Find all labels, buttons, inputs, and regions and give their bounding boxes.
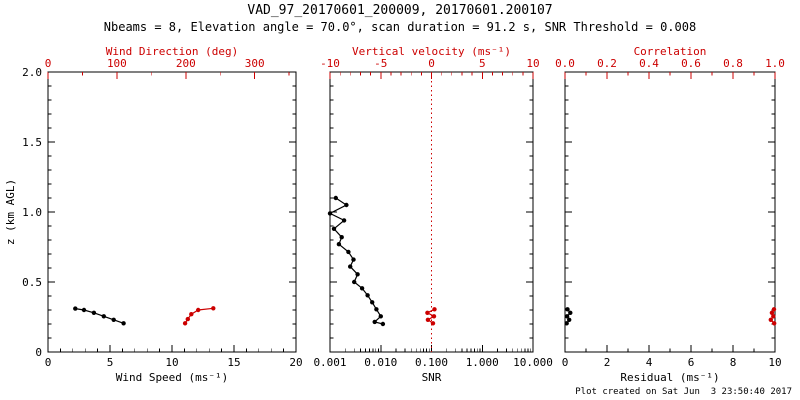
residual-top-axis-title: Correlation xyxy=(634,45,707,58)
correlation-point xyxy=(769,310,775,315)
wind-speed-point xyxy=(81,307,87,313)
snr-profile-point xyxy=(359,286,365,291)
vertical-velocity-point xyxy=(432,307,437,312)
tick-label: 15 xyxy=(227,356,240,369)
tick-label: 2 xyxy=(604,356,611,369)
residual-profile-point xyxy=(568,310,573,315)
tick-label: 0.0 xyxy=(555,57,575,70)
tick-label: 8 xyxy=(730,356,737,369)
tick-label: 0.010 xyxy=(364,356,397,369)
tick-label: 0.6 xyxy=(681,57,701,70)
wind-speed-point xyxy=(101,314,107,319)
residual-profile-point xyxy=(565,307,570,312)
tick-label: 0 xyxy=(45,356,52,369)
wind-top-axis-title: Wind Direction (deg) xyxy=(106,45,238,58)
plot-subtitle: Nbeams = 8, Elevation angle = 70.0°, sca… xyxy=(103,20,697,34)
correlation-point xyxy=(772,321,777,326)
tick-label: -10 xyxy=(320,57,340,70)
tick-label: 20 xyxy=(289,356,302,369)
wind-bottom-axis-title: Wind Speed (ms⁻¹) xyxy=(116,371,229,384)
tick-label: 0 xyxy=(428,57,435,70)
snr-profile-point xyxy=(355,272,360,277)
tick-label: 0 xyxy=(562,356,569,369)
snr-profile-point xyxy=(365,293,370,298)
tick-label: 0.8 xyxy=(723,57,743,70)
snr-profile-point xyxy=(348,264,353,269)
wind-direction-point xyxy=(189,312,194,317)
tick-label: 0.2 xyxy=(597,57,617,70)
correlation-point xyxy=(771,307,777,312)
snr-profile-point xyxy=(331,226,337,231)
residual-panel-frame xyxy=(564,71,776,353)
snr-profile-point xyxy=(378,314,383,319)
snr-profile-point xyxy=(370,300,375,305)
snr-profile-point xyxy=(344,202,349,208)
vertical-velocity-point xyxy=(431,314,437,319)
y-axis-title: z (km AGL) xyxy=(4,179,17,245)
correlation-point xyxy=(771,314,776,319)
tick-label: 100 xyxy=(107,57,127,70)
snr-profile-point xyxy=(327,211,333,216)
tick-label: 1.5 xyxy=(22,136,42,149)
snr-profile-point xyxy=(341,218,347,223)
tick-label: 6 xyxy=(688,356,695,369)
tick-label: 10 xyxy=(165,356,178,369)
snr-profile-point xyxy=(352,279,357,285)
tick-label: 0 xyxy=(45,57,52,70)
tick-label: 10.000 xyxy=(513,356,553,369)
residual-profile-point xyxy=(564,321,569,326)
vertical-velocity-point xyxy=(430,321,436,326)
wind-direction-point xyxy=(196,307,201,313)
vertical-velocity-point xyxy=(425,310,430,315)
residual-profile-point xyxy=(564,314,570,319)
tick-label: 1.000 xyxy=(466,356,499,369)
snr-profile-point xyxy=(333,195,338,201)
snr-profile-point xyxy=(336,242,342,247)
wind-speed-point xyxy=(111,317,116,322)
tick-label: 4 xyxy=(646,356,653,369)
tick-label: 5 xyxy=(107,356,114,369)
wind-speed-point xyxy=(121,321,126,326)
residual-bottom-axis-title: Residual (ms⁻¹) xyxy=(620,371,719,384)
tick-label: 200 xyxy=(176,57,196,70)
residual-profile-point xyxy=(567,317,572,322)
wind-direction-point xyxy=(182,321,188,326)
snr-profile-point xyxy=(346,249,351,255)
tick-label: 5 xyxy=(479,57,486,70)
correlation-point xyxy=(768,317,773,322)
snr-profile-point xyxy=(374,307,379,312)
tick-label: 0.4 xyxy=(639,57,659,70)
snr-profile-point xyxy=(339,235,344,240)
tick-label: 1.0 xyxy=(22,206,42,219)
wind-direction-point xyxy=(211,306,216,311)
vertical-velocity-point xyxy=(425,317,431,322)
tick-label: 2.0 xyxy=(22,66,42,79)
wind-speed-point xyxy=(73,306,78,311)
tick-label: 0.5 xyxy=(22,276,42,289)
tick-label: 300 xyxy=(245,57,265,70)
snr-profile-point xyxy=(351,257,356,262)
tick-label: 10 xyxy=(768,356,781,369)
snr-profile-point xyxy=(380,321,386,327)
plot-title: VAD_97_20170601_200009, 20170601.200107 xyxy=(247,3,553,18)
tick-label: 10 xyxy=(526,57,539,70)
snr-top-axis-title: Vertical velocity (ms⁻¹) xyxy=(352,45,511,58)
wind-speed-point xyxy=(91,310,97,315)
snr-profile-line xyxy=(328,197,384,325)
wind-direction-point xyxy=(185,316,190,322)
snr-bottom-axis-title: SNR xyxy=(422,371,442,384)
tick-label: 0.001 xyxy=(313,356,346,369)
tick-label: -5 xyxy=(374,57,387,70)
snr-profile-point xyxy=(372,319,377,325)
plot-created-note: Plot created on Sat Jun 3 23:50:40 2017 xyxy=(575,387,792,397)
tick-label: 1.0 xyxy=(765,57,785,70)
tick-label: 0 xyxy=(35,346,42,359)
tick-label: 0.100 xyxy=(415,356,448,369)
